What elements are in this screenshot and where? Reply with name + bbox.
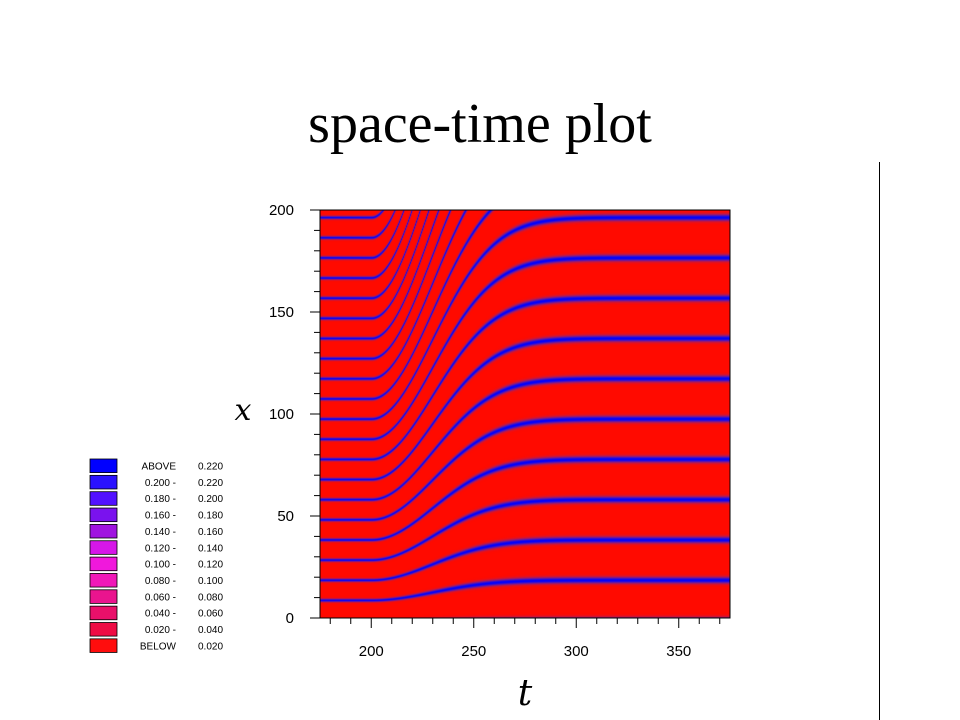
legend-range-label: BELOW xyxy=(140,641,177,652)
legend-swatch xyxy=(89,524,118,539)
y-tick-label: 200 xyxy=(269,202,294,219)
y-tick-label: 0 xyxy=(286,610,294,627)
legend-upper-label: 0.120 xyxy=(198,560,223,571)
legend-swatch xyxy=(89,491,118,506)
x-tick-label: 300 xyxy=(564,643,589,660)
legend-range-label: 0.020 - xyxy=(145,625,176,636)
legend-upper-label: 0.220 xyxy=(198,462,223,473)
legend-swatch xyxy=(89,507,118,523)
legend-upper-label: 0.160 xyxy=(198,527,223,538)
legend-swatch xyxy=(89,458,118,474)
x-axis-label: t xyxy=(518,673,533,714)
legend-upper-label: 0.040 xyxy=(198,625,223,636)
legend-range-label: 0.040 - xyxy=(145,609,176,620)
x-tick-label: 200 xyxy=(359,643,384,660)
heatmap-layer xyxy=(320,210,730,618)
legend-swatch xyxy=(89,474,118,490)
legend-swatch xyxy=(89,573,118,588)
vertical-divider xyxy=(879,162,880,720)
y-tick-label: 50 xyxy=(277,508,294,525)
axes-layer: 0 50 100 150 200 200 250 300 350 xyxy=(269,202,721,660)
legend-range-label: 0.060 - xyxy=(145,592,176,603)
legend-swatch xyxy=(89,540,118,555)
heatmap-image xyxy=(320,210,730,618)
legend-range-label: 0.200 - xyxy=(145,478,176,489)
slide-title: space-time plot xyxy=(308,93,652,155)
x-tick-label: 250 xyxy=(461,643,486,660)
color-legend: ABOVE 0.220 0.200 - 0.220 0.180 - 0.200 0.160 … xyxy=(89,458,223,653)
x-tick-label: 350 xyxy=(666,643,691,660)
legend-swatch xyxy=(89,589,118,604)
legend-upper-label: 0.180 xyxy=(198,511,223,522)
legend-upper-label: 0.200 xyxy=(198,494,223,505)
legend-upper-label: 0.140 xyxy=(198,543,223,554)
legend-range-label: 0.120 - xyxy=(145,543,176,554)
legend-swatch xyxy=(89,605,118,621)
legend-swatch xyxy=(89,622,118,637)
y-tick-label: 100 xyxy=(269,406,294,423)
legend-range-label: 0.160 - xyxy=(145,511,176,522)
legend-swatch xyxy=(89,556,118,572)
legend-upper-label: 0.100 xyxy=(198,576,223,587)
legend-upper-label: 0.060 xyxy=(198,609,223,620)
legend-range-label: 0.140 - xyxy=(145,527,176,538)
legend-upper-label: 0.020 xyxy=(198,641,223,652)
y-axis-label: x xyxy=(235,393,252,428)
legend-swatch xyxy=(89,638,118,653)
y-tick-label: 150 xyxy=(269,304,294,321)
legend-range-label: 0.180 - xyxy=(145,494,176,505)
legend-upper-label: 0.220 xyxy=(198,478,223,489)
legend-range-label: 0.080 - xyxy=(145,576,176,587)
legend-range-label: ABOVE xyxy=(142,462,177,473)
legend-upper-label: 0.080 xyxy=(198,592,223,603)
legend-range-label: 0.100 - xyxy=(145,560,176,571)
